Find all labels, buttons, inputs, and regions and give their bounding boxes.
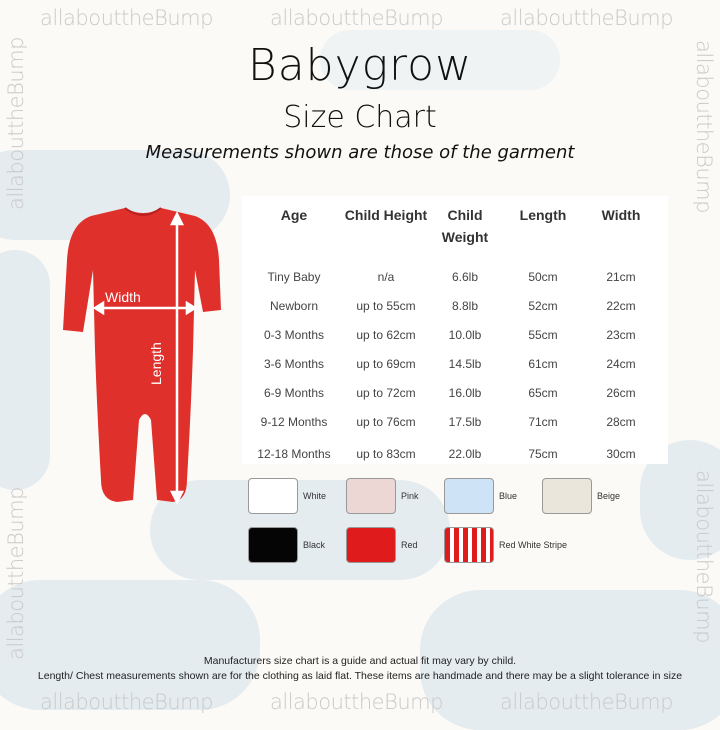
table-row: Tiny Baby n/a 6.6lb 50cm 21cm [248,262,654,291]
babygrow-illustration: Width Length [63,207,221,505]
table-cell: 61cm [528,356,558,371]
table-cell: 65cm [528,385,558,400]
header-width: Width [601,207,641,223]
watermark: allabouttheBump [40,690,213,714]
table-cell: up to 69cm [356,356,416,371]
table-cell: up to 83cm [356,447,416,461]
table-cell: 8.8lb [451,298,479,313]
header-age: Age [280,207,308,223]
table-cell: 21cm [606,269,636,284]
watermark: allabouttheBump [500,6,673,30]
page-subtitle: Size Chart [283,100,437,135]
table-cell: 24cm [606,356,636,371]
disclaimer-line-2: Length/ Chest measurements shown are for… [37,670,683,682]
watermark: allabouttheBump [270,690,443,714]
background-cloud [320,30,560,90]
swatch-label: Blue [499,491,518,501]
size-table: Age Child Height Child Weight Length Wid… [248,202,654,472]
swatch-label: Red White Stripe [499,540,568,550]
table-cell: n/a [377,269,395,284]
babygrow-body [63,208,221,502]
tagline: Measurements shown are those of the garm… [145,142,575,163]
table-header-row: Age Child Height Child Weight Length Wid… [248,202,654,262]
background-cloud [150,480,450,580]
swatch-box [346,478,396,514]
watermark: allabouttheBump [692,470,716,643]
swatch-label: Beige [597,491,621,501]
swatch-box [542,478,592,514]
table-cell: 28cm [606,414,636,429]
table-cell: up to 55cm [356,298,416,313]
watermark: allabouttheBump [4,487,28,660]
table-cell: up to 76cm [356,414,416,429]
table-cell: 22cm [606,298,636,313]
table-row: 3-6 Months up to 69cm 14.5lb 61cm 24cm [248,349,654,378]
background-cloud [420,590,720,730]
swatch-label: Red [401,540,418,550]
table-cell: 6-9 Months [263,385,325,400]
swatch-label: Pink [401,491,419,501]
table-row: Newborn up to 55cm 8.8lb 52cm 22cm [248,291,654,320]
table-cell: 55cm [528,327,558,342]
watermark: allabouttheBump [40,6,213,30]
swatch-box [248,527,298,563]
table-cell: 0-3 Months [263,327,325,342]
table-cell: 50cm [528,269,558,284]
table-cell: 75cm [528,447,558,461]
size-table-panel [242,196,668,464]
header-length: Length [519,207,567,223]
disclaimer-line-1: Manufacturers size chart is a guide and … [203,655,517,667]
colour-swatch-red: Red [346,527,418,563]
colour-swatch-beige: Beige [542,478,620,514]
table-cell: 3-6 Months [263,356,325,371]
watermark: allabouttheBump [270,6,443,30]
table-cell: 14.5lb [448,356,482,371]
colour-swatch-blue: Blue [444,478,517,514]
table-cell: up to 72cm [356,385,416,400]
table-row: 6-9 Months up to 72cm 16.0lb 65cm 26cm [248,378,654,407]
swatch-box [346,527,396,563]
table-cell: 10.0lb [448,327,482,342]
colour-swatch-red-white-stripe: Red White Stripe [444,527,567,563]
swatch-box [248,478,298,514]
header-child-height: Child Height [344,207,428,223]
background-cloud [0,250,50,490]
table-cell: 17.5lb [448,414,482,429]
table-cell: 26cm [606,385,636,400]
header-child-weight: Child Weight [441,207,489,245]
length-label: Length [148,342,164,385]
page-title: Babygrow [247,40,473,91]
watermark: allabouttheBump [500,690,673,714]
colour-swatch-black: Black [248,527,325,563]
table-cell: Newborn [269,298,319,313]
table-cell: 9-12 Months [260,414,328,429]
table-cell: 30cm [606,447,636,461]
swatch-box [444,527,494,563]
table-cell: 71cm [528,414,558,429]
table-row: 12-18 Months up to 83cm 22.0lb 75cm 30cm [248,436,654,472]
background-cloud [0,580,260,710]
table-cell: 16.0lb [448,385,482,400]
table-cell: 6.6lb [451,269,479,284]
table-row: 9-12 Months up to 76cm 17.5lb 71cm 28cm [248,407,654,436]
table-row: 0-3 Months up to 62cm 10.0lb 55cm 23cm [248,320,654,349]
table-cell: 12-18 Months [257,447,331,461]
colour-swatch-white: White [248,478,326,514]
table-cell: 22.0lb [448,447,482,461]
swatch-box [444,478,494,514]
width-label: Width [105,289,141,305]
table-cell: 52cm [528,298,558,313]
table-cell: 23cm [606,327,636,342]
table-cell: Tiny Baby [267,269,321,284]
swatch-label: Black [303,540,326,550]
table-cell: up to 62cm [356,327,416,342]
colour-swatch-pink: Pink [346,478,419,514]
swatch-label: White [303,491,327,501]
